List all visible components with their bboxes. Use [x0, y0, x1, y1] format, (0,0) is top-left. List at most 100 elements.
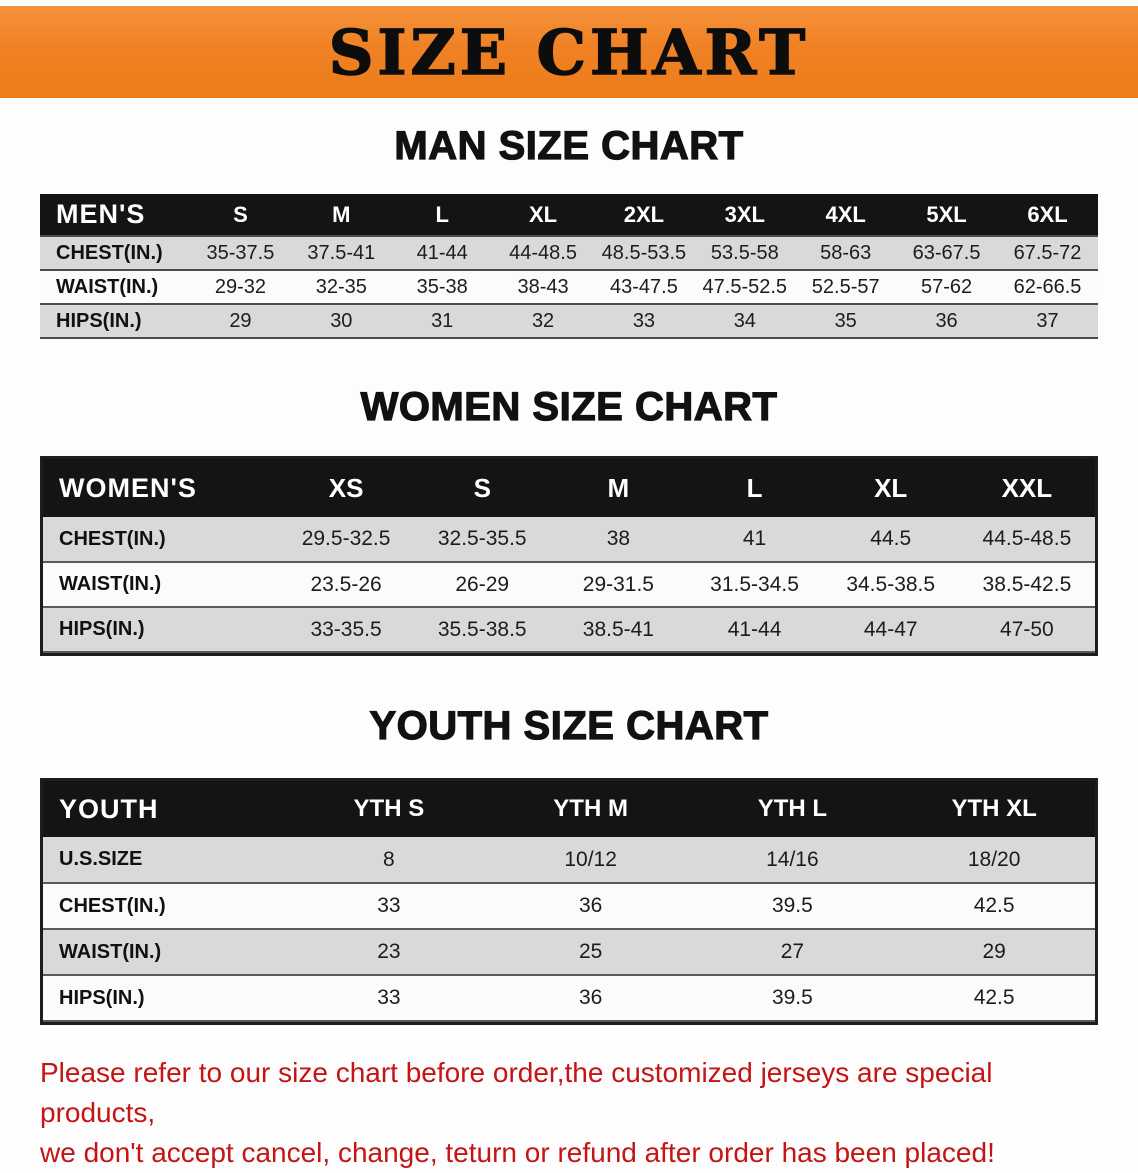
size-value: 31 — [431, 309, 454, 332]
size-value: 35.5-38.5 — [437, 617, 527, 641]
size-value: 33 — [377, 894, 401, 917]
size-value: 44.5 — [870, 527, 912, 550]
size-value: 27 — [780, 940, 805, 963]
row-label: WAIST(IN.) — [59, 573, 162, 595]
size-value: 32 — [531, 309, 555, 332]
size-column-header: 2XL — [623, 201, 665, 227]
size-column-header: XS — [328, 472, 364, 503]
table-group-label: WOMEN'S — [59, 472, 197, 503]
size-value: 29-32 — [214, 275, 267, 298]
size-value: 33-35.5 — [310, 617, 382, 641]
size-value: 35-37.5 — [206, 241, 275, 264]
size-column-header: 3XL — [724, 201, 765, 227]
row-label: HIPS(IN.) — [59, 618, 145, 640]
size-value: 26-29 — [455, 572, 510, 596]
size-value: 62-66.5 — [1013, 275, 1082, 298]
men-section-heading: MAN SIZE CHART — [394, 123, 744, 168]
youth-section-heading: YOUTH SIZE CHART — [369, 703, 769, 748]
size-value: 37 — [1036, 309, 1059, 332]
size-value: 43-47.5 — [610, 275, 678, 298]
size-value: 31.5-34.5 — [710, 572, 799, 596]
size-value: 53.5-58 — [710, 241, 779, 264]
size-value: 38.5-41 — [582, 617, 654, 641]
size-column-header: XXL — [1001, 472, 1053, 503]
disclaimer-line-1: Please refer to our size chart before or… — [40, 1057, 993, 1128]
size-column-header: S — [473, 472, 491, 503]
table-header-row: MEN'S S M L XL 2XL 3XL 4XL 5XL 6XL — [40, 194, 1098, 236]
row-label: WAIST(IN.) — [59, 940, 162, 963]
size-value: 42.5 — [973, 986, 1015, 1009]
size-value: 29.5-32.5 — [301, 527, 391, 550]
size-value: 41-44 — [727, 617, 782, 641]
size-column-header: L — [435, 201, 449, 227]
size-chart-banner: SIZE CHART — [0, 6, 1138, 98]
row-label: CHEST(IN.) — [56, 241, 163, 264]
size-value: 8 — [383, 847, 395, 871]
table-row: WAIST(IN.) 29-32 32-35 35-38 38-43 43-47.5 47.… — [40, 270, 1098, 304]
size-table: MEN'S S M L XL 2XL 3XL 4XL 5XL 6XL CHEST(IN.) 35-37… — [40, 194, 1098, 339]
size-value: 38-43 — [517, 275, 569, 298]
table-row: HIPS(IN.) 33 36 39.5 42.5 — [43, 975, 1095, 1021]
size-value: 29 — [982, 940, 1006, 963]
size-column-header: XL — [529, 201, 558, 227]
size-value: 58-63 — [820, 241, 872, 264]
size-column-header: YTH M — [553, 795, 628, 822]
size-value: 38 — [606, 527, 631, 550]
table-row: U.S.SIZE 8 10/12 14/16 18/20 — [43, 837, 1095, 883]
size-value: 39.5 — [771, 894, 813, 917]
size-column-header: M — [607, 472, 630, 503]
size-table: YOUTH YTH S YTH M YTH L YTH XL U.S.SIZE 8 10/12… — [43, 781, 1095, 1022]
row-label: HIPS(IN.) — [59, 986, 145, 1009]
size-value: 67.5-72 — [1013, 241, 1082, 264]
size-column-header: M — [332, 201, 351, 227]
size-column-header: YTH XL — [951, 795, 1037, 822]
size-value: 34 — [733, 309, 756, 332]
size-value: 35 — [834, 309, 857, 332]
disclaimer-note: Please refer to our size chart before or… — [40, 1053, 1098, 1173]
size-table: WOMEN'S XS S M L XL XXL CHEST(IN.) 29.5-32.5 32.5… — [43, 459, 1095, 653]
size-value: 44-48.5 — [509, 241, 577, 264]
table-row: CHEST(IN.) 35-37.5 37.5-41 41-44 44-48.5 48.5… — [40, 236, 1098, 270]
size-value: 32-35 — [315, 275, 367, 298]
row-label: U.S.SIZE — [59, 848, 143, 870]
table-header-row: YOUTH YTH S YTH M YTH L YTH XL — [43, 781, 1095, 837]
size-column-header: XL — [874, 472, 908, 503]
table-row: HIPS(IN.) 33-35.5 35.5-38.5 38.5-41 41-44 44-… — [43, 607, 1095, 652]
size-value: 57-62 — [920, 275, 973, 298]
size-value: 48.5-53.5 — [601, 241, 687, 264]
size-value: 63-67.5 — [912, 241, 981, 264]
table-header-row: WOMEN'S XS S M L XL XXL — [43, 459, 1095, 517]
size-value: 23 — [377, 940, 401, 963]
row-label: WAIST(IN.) — [56, 275, 159, 298]
size-value: 14/16 — [766, 847, 819, 871]
size-value: 23.5-26 — [310, 572, 382, 596]
size-value: 37.5-41 — [307, 241, 376, 264]
size-value: 44-47 — [863, 617, 918, 641]
women-section-heading: WOMEN SIZE CHART — [360, 384, 778, 429]
table-group-label: MEN'S — [56, 199, 146, 229]
size-column-header: 4XL — [825, 201, 866, 227]
size-value: 34.5-38.5 — [846, 572, 936, 596]
size-value: 30 — [330, 309, 353, 332]
row-label: CHEST(IN.) — [59, 527, 166, 550]
disclaimer-line-2: we don't accept cancel, change, teturn o… — [40, 1137, 995, 1168]
size-column-header: S — [233, 201, 248, 227]
size-value: 36 — [578, 986, 603, 1009]
table-row: WAIST(IN.) 23 25 27 29 — [43, 929, 1095, 975]
size-value: 36 — [578, 894, 603, 917]
size-value: 33 — [632, 309, 656, 332]
row-label: CHEST(IN.) — [59, 894, 166, 917]
youth-size-table: YOUTH YTH S YTH M YTH L YTH XL U.S.SIZE 8 10/12… — [40, 778, 1098, 1025]
size-value: 29-31.5 — [582, 572, 654, 596]
size-value: 29 — [229, 309, 252, 332]
size-column-header: 5XL — [926, 201, 967, 227]
table-group-label: YOUTH — [59, 793, 159, 824]
size-value: 39.5 — [771, 986, 813, 1009]
size-column-header: YTH S — [353, 795, 425, 822]
size-value: 44.5-48.5 — [982, 527, 1072, 550]
men-size-table: MEN'S S M L XL 2XL 3XL 4XL 5XL 6XL CHEST(IN.) 35-37… — [40, 194, 1098, 339]
size-value: 10/12 — [564, 847, 617, 871]
size-column-header: L — [746, 472, 763, 503]
table-row: HIPS(IN.) 29 30 31 32 33 34 35 36 37 — [40, 304, 1098, 338]
size-value: 47.5-52.5 — [702, 275, 788, 298]
